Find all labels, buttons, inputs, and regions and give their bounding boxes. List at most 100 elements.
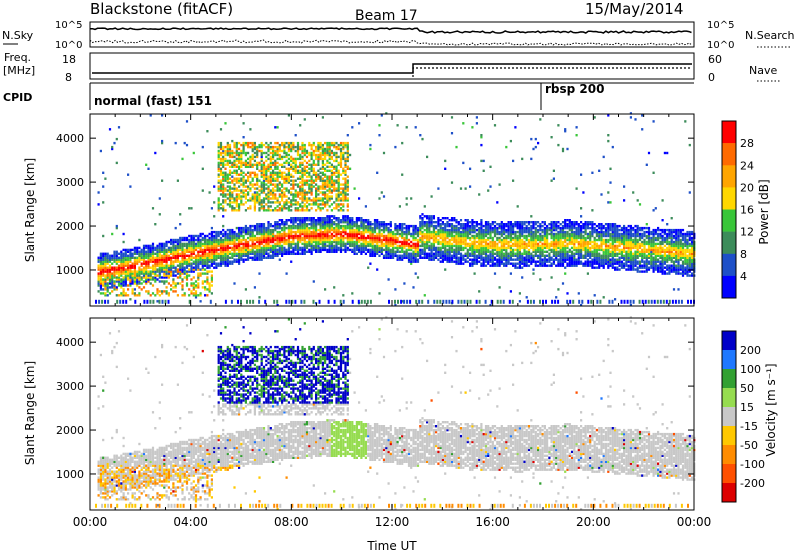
power-cell (457, 262, 460, 265)
power-cell (514, 242, 517, 246)
power-cell (335, 246, 338, 250)
power-cell (215, 232, 218, 236)
power-cell (484, 238, 488, 242)
power-cell (235, 147, 238, 151)
power-cell (165, 292, 168, 295)
power-cell (215, 248, 218, 252)
power-cell (416, 254, 420, 257)
power-cell (149, 294, 152, 297)
power-cell (491, 242, 494, 246)
power-cell (208, 238, 211, 242)
power-cell (412, 242, 415, 246)
power-cell (269, 163, 272, 166)
power-cell (355, 242, 358, 246)
power-cell (113, 284, 116, 287)
power-cell (537, 234, 540, 238)
power-cell (396, 254, 399, 257)
power-cell (274, 161, 277, 165)
power-cell (217, 165, 220, 168)
power-cell (301, 147, 304, 151)
power-cell (534, 137, 537, 141)
power-cell (158, 272, 161, 275)
power-cell (380, 232, 383, 236)
power-cell (290, 234, 293, 238)
power-cell (235, 226, 238, 230)
power-cell (435, 238, 438, 242)
power-cell (437, 254, 440, 257)
power-cell (405, 234, 408, 238)
power-cell (446, 217, 449, 220)
power-cell (151, 244, 155, 248)
power-cell (231, 248, 234, 252)
power-cell (358, 219, 361, 222)
power-cell (201, 145, 204, 149)
power-cell (260, 143, 263, 147)
power-cell (136, 246, 139, 250)
power-cell (315, 242, 318, 246)
power-cell (238, 181, 241, 184)
power-cell (249, 252, 252, 255)
power-cell (292, 195, 295, 198)
power-cell (278, 224, 281, 228)
power-cell (358, 232, 361, 236)
power-cell (185, 274, 189, 277)
power-cell (183, 236, 186, 240)
power-cell (521, 258, 524, 261)
power-cell (272, 193, 275, 196)
power-cell (530, 226, 533, 230)
power-cell (285, 177, 288, 180)
power-cell (394, 250, 397, 253)
power-cell (457, 252, 460, 255)
power-cell (455, 248, 458, 252)
power-cell (321, 246, 324, 250)
power-cell (294, 248, 297, 252)
power-cell (102, 280, 105, 283)
power-cell (525, 228, 528, 232)
power-cell (496, 254, 499, 257)
power-cell (530, 236, 533, 240)
power-cell (392, 246, 395, 250)
power-cell (518, 260, 521, 263)
power-cell (228, 161, 232, 165)
power-cell (253, 207, 256, 210)
power-cell (387, 248, 390, 252)
power-cell (131, 264, 134, 267)
power-cell (156, 278, 159, 281)
power-cell (181, 286, 184, 289)
power-cell (305, 242, 309, 246)
power-cell (151, 260, 155, 263)
power-cell (188, 288, 191, 291)
power-cell (317, 163, 320, 166)
power-cell (487, 248, 490, 252)
power-cell (244, 189, 247, 192)
power-cell (201, 238, 204, 242)
power-cell (355, 244, 358, 248)
power-cell (158, 294, 161, 297)
power-cell (222, 177, 225, 180)
power-cell (183, 260, 186, 263)
power-cell (217, 252, 220, 255)
power-cell (435, 221, 438, 224)
power-cell (537, 221, 540, 224)
power-cell (129, 276, 132, 279)
power-cell (285, 219, 288, 222)
power-cell (487, 226, 490, 230)
power-cell (444, 258, 447, 261)
power-cell (258, 207, 261, 210)
power-cell (487, 258, 490, 261)
power-cell (158, 256, 161, 259)
power-cell (339, 209, 343, 212)
power-cell (290, 242, 293, 246)
power-cell (142, 246, 146, 250)
power-cell (310, 185, 313, 188)
power-cell (362, 248, 365, 252)
power-cell (430, 246, 433, 250)
power-cell (260, 246, 263, 250)
power-cell (260, 199, 263, 202)
power-cell (258, 203, 261, 206)
power-cell (342, 167, 345, 170)
power-cell (303, 230, 306, 234)
power-cell (145, 163, 148, 166)
power-cell (247, 248, 250, 252)
